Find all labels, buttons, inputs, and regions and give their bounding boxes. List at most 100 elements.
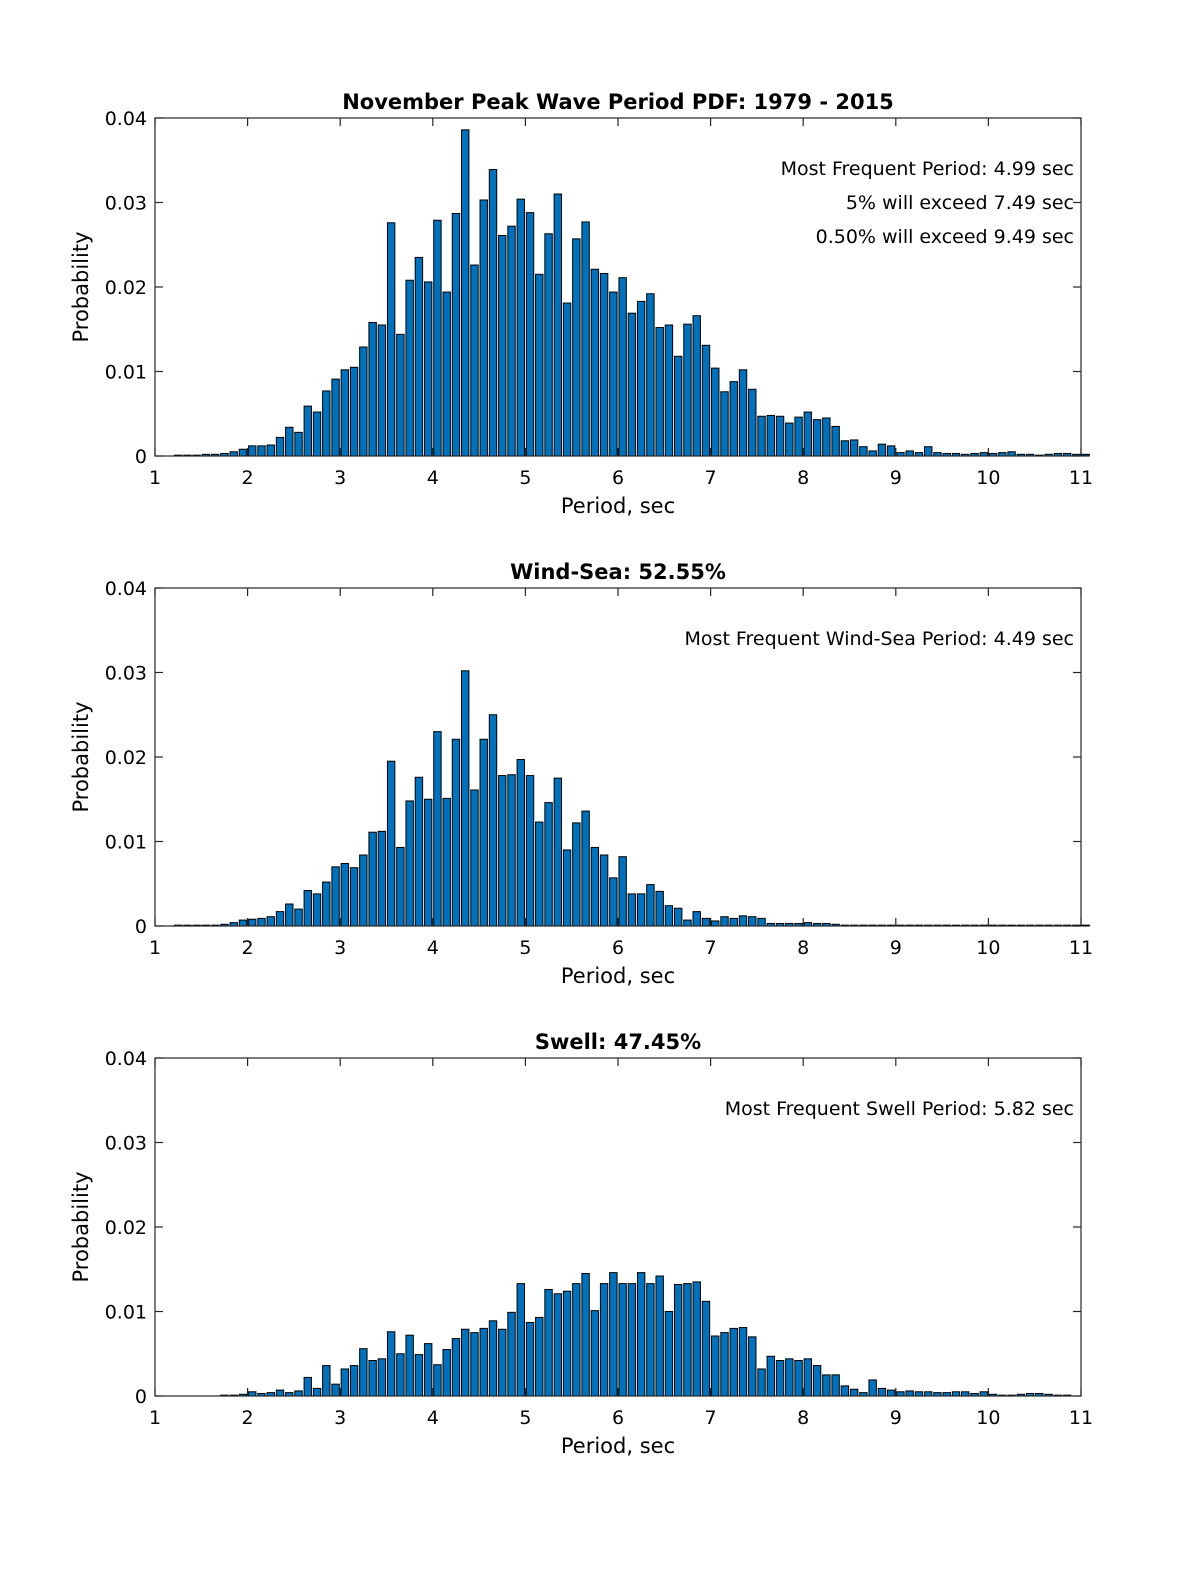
bar bbox=[627, 312, 637, 457]
bar bbox=[433, 219, 442, 457]
annotation: Most Frequent Swell Period: 5.82 sec bbox=[725, 1098, 1074, 1120]
bar bbox=[655, 327, 664, 457]
bar bbox=[516, 759, 525, 927]
bar bbox=[664, 1311, 674, 1397]
bar bbox=[683, 1283, 692, 1397]
bar bbox=[405, 279, 414, 457]
y-tick-label: 0.02 bbox=[105, 1217, 147, 1239]
bar bbox=[340, 1368, 350, 1397]
bar bbox=[294, 1390, 303, 1397]
bar bbox=[553, 193, 563, 457]
bar bbox=[877, 443, 887, 457]
bar bbox=[877, 1387, 887, 1397]
bar bbox=[525, 212, 535, 457]
bar bbox=[479, 738, 488, 927]
x-tick-label: 6 bbox=[612, 467, 624, 489]
bar bbox=[729, 381, 738, 457]
bar bbox=[840, 440, 850, 457]
x-tick-label: 6 bbox=[612, 1407, 624, 1429]
annotation: Most Frequent Wind-Sea Period: 4.49 sec bbox=[685, 628, 1074, 650]
bar bbox=[961, 1391, 970, 1397]
x-tick-label: 3 bbox=[334, 937, 346, 959]
bar bbox=[692, 315, 701, 457]
bar bbox=[451, 212, 461, 457]
bar bbox=[905, 1390, 914, 1397]
bar bbox=[294, 908, 303, 927]
bar bbox=[414, 776, 424, 927]
bar bbox=[386, 1331, 396, 1397]
chart-panel-1: 1 2 3 4 5 6 7 8 9 10 11 0 0.01 0.02 0.03 0.04 November P… bbox=[69, 90, 1093, 518]
bar bbox=[414, 1354, 424, 1397]
bar bbox=[775, 415, 785, 457]
bar bbox=[655, 890, 664, 927]
bar bbox=[377, 830, 387, 927]
bar bbox=[285, 426, 294, 457]
bar bbox=[766, 414, 776, 457]
bar bbox=[349, 1365, 359, 1397]
y-tick-label: 0 bbox=[135, 916, 147, 938]
bar bbox=[257, 917, 266, 927]
bar bbox=[322, 1365, 331, 1397]
bar bbox=[673, 355, 683, 457]
bar bbox=[581, 221, 590, 457]
bar bbox=[636, 300, 646, 457]
bar bbox=[609, 877, 618, 927]
bar bbox=[516, 198, 525, 457]
bar bbox=[868, 1379, 877, 1397]
bar bbox=[655, 1275, 664, 1397]
bar bbox=[386, 760, 396, 927]
bar bbox=[322, 881, 331, 927]
x-tick-label: 6 bbox=[612, 937, 624, 959]
bar bbox=[822, 1374, 831, 1397]
bar bbox=[618, 1283, 627, 1397]
bar bbox=[340, 862, 350, 927]
bar bbox=[312, 411, 322, 457]
bar bbox=[488, 1320, 498, 1397]
bar bbox=[748, 916, 757, 927]
x-tick-label: 2 bbox=[242, 467, 254, 489]
bar bbox=[396, 1353, 405, 1397]
x-tick-label: 10 bbox=[976, 1407, 1000, 1429]
bar bbox=[720, 1332, 729, 1397]
bar bbox=[581, 1272, 590, 1397]
bar bbox=[636, 1272, 646, 1397]
bar bbox=[849, 439, 859, 457]
chart-panel-2: 1 2 3 4 5 6 7 8 9 10 11 0 0.01 0.02 0.03 0.04 Wind-Sea: … bbox=[69, 560, 1093, 988]
x-tick-label: 9 bbox=[890, 937, 902, 959]
bar bbox=[831, 425, 840, 457]
bar bbox=[840, 1385, 850, 1397]
bar bbox=[562, 302, 572, 457]
bar bbox=[673, 1283, 683, 1397]
bar bbox=[627, 1283, 637, 1397]
bar bbox=[349, 867, 359, 927]
bar bbox=[470, 789, 479, 927]
x-tick-label: 5 bbox=[519, 467, 531, 489]
chart-title: Wind-Sea: 52.55% bbox=[510, 560, 726, 584]
bar bbox=[627, 893, 637, 927]
chart-title: Swell: 47.45% bbox=[535, 1030, 701, 1054]
bar bbox=[368, 831, 377, 927]
bar bbox=[729, 1327, 738, 1397]
bar bbox=[757, 1368, 766, 1397]
bar bbox=[748, 388, 757, 457]
y-tick-label: 0.04 bbox=[105, 1048, 147, 1070]
y-tick-label: 0.01 bbox=[105, 832, 147, 854]
bar bbox=[775, 1360, 785, 1397]
bar bbox=[609, 1272, 618, 1397]
bar bbox=[701, 917, 711, 927]
bar bbox=[525, 775, 535, 927]
bar bbox=[359, 1348, 368, 1397]
bar bbox=[590, 1310, 600, 1397]
bar bbox=[803, 1358, 813, 1397]
x-tick-label: 8 bbox=[797, 937, 809, 959]
bar bbox=[396, 333, 405, 457]
bar bbox=[905, 450, 914, 457]
bar bbox=[562, 1290, 572, 1397]
bar bbox=[738, 915, 748, 927]
bar bbox=[803, 411, 813, 457]
y-tick-label: 0.03 bbox=[105, 663, 147, 685]
y-axis-label: Probability bbox=[69, 1171, 93, 1282]
bar bbox=[1007, 451, 1016, 457]
x-tick-label: 7 bbox=[705, 937, 717, 959]
